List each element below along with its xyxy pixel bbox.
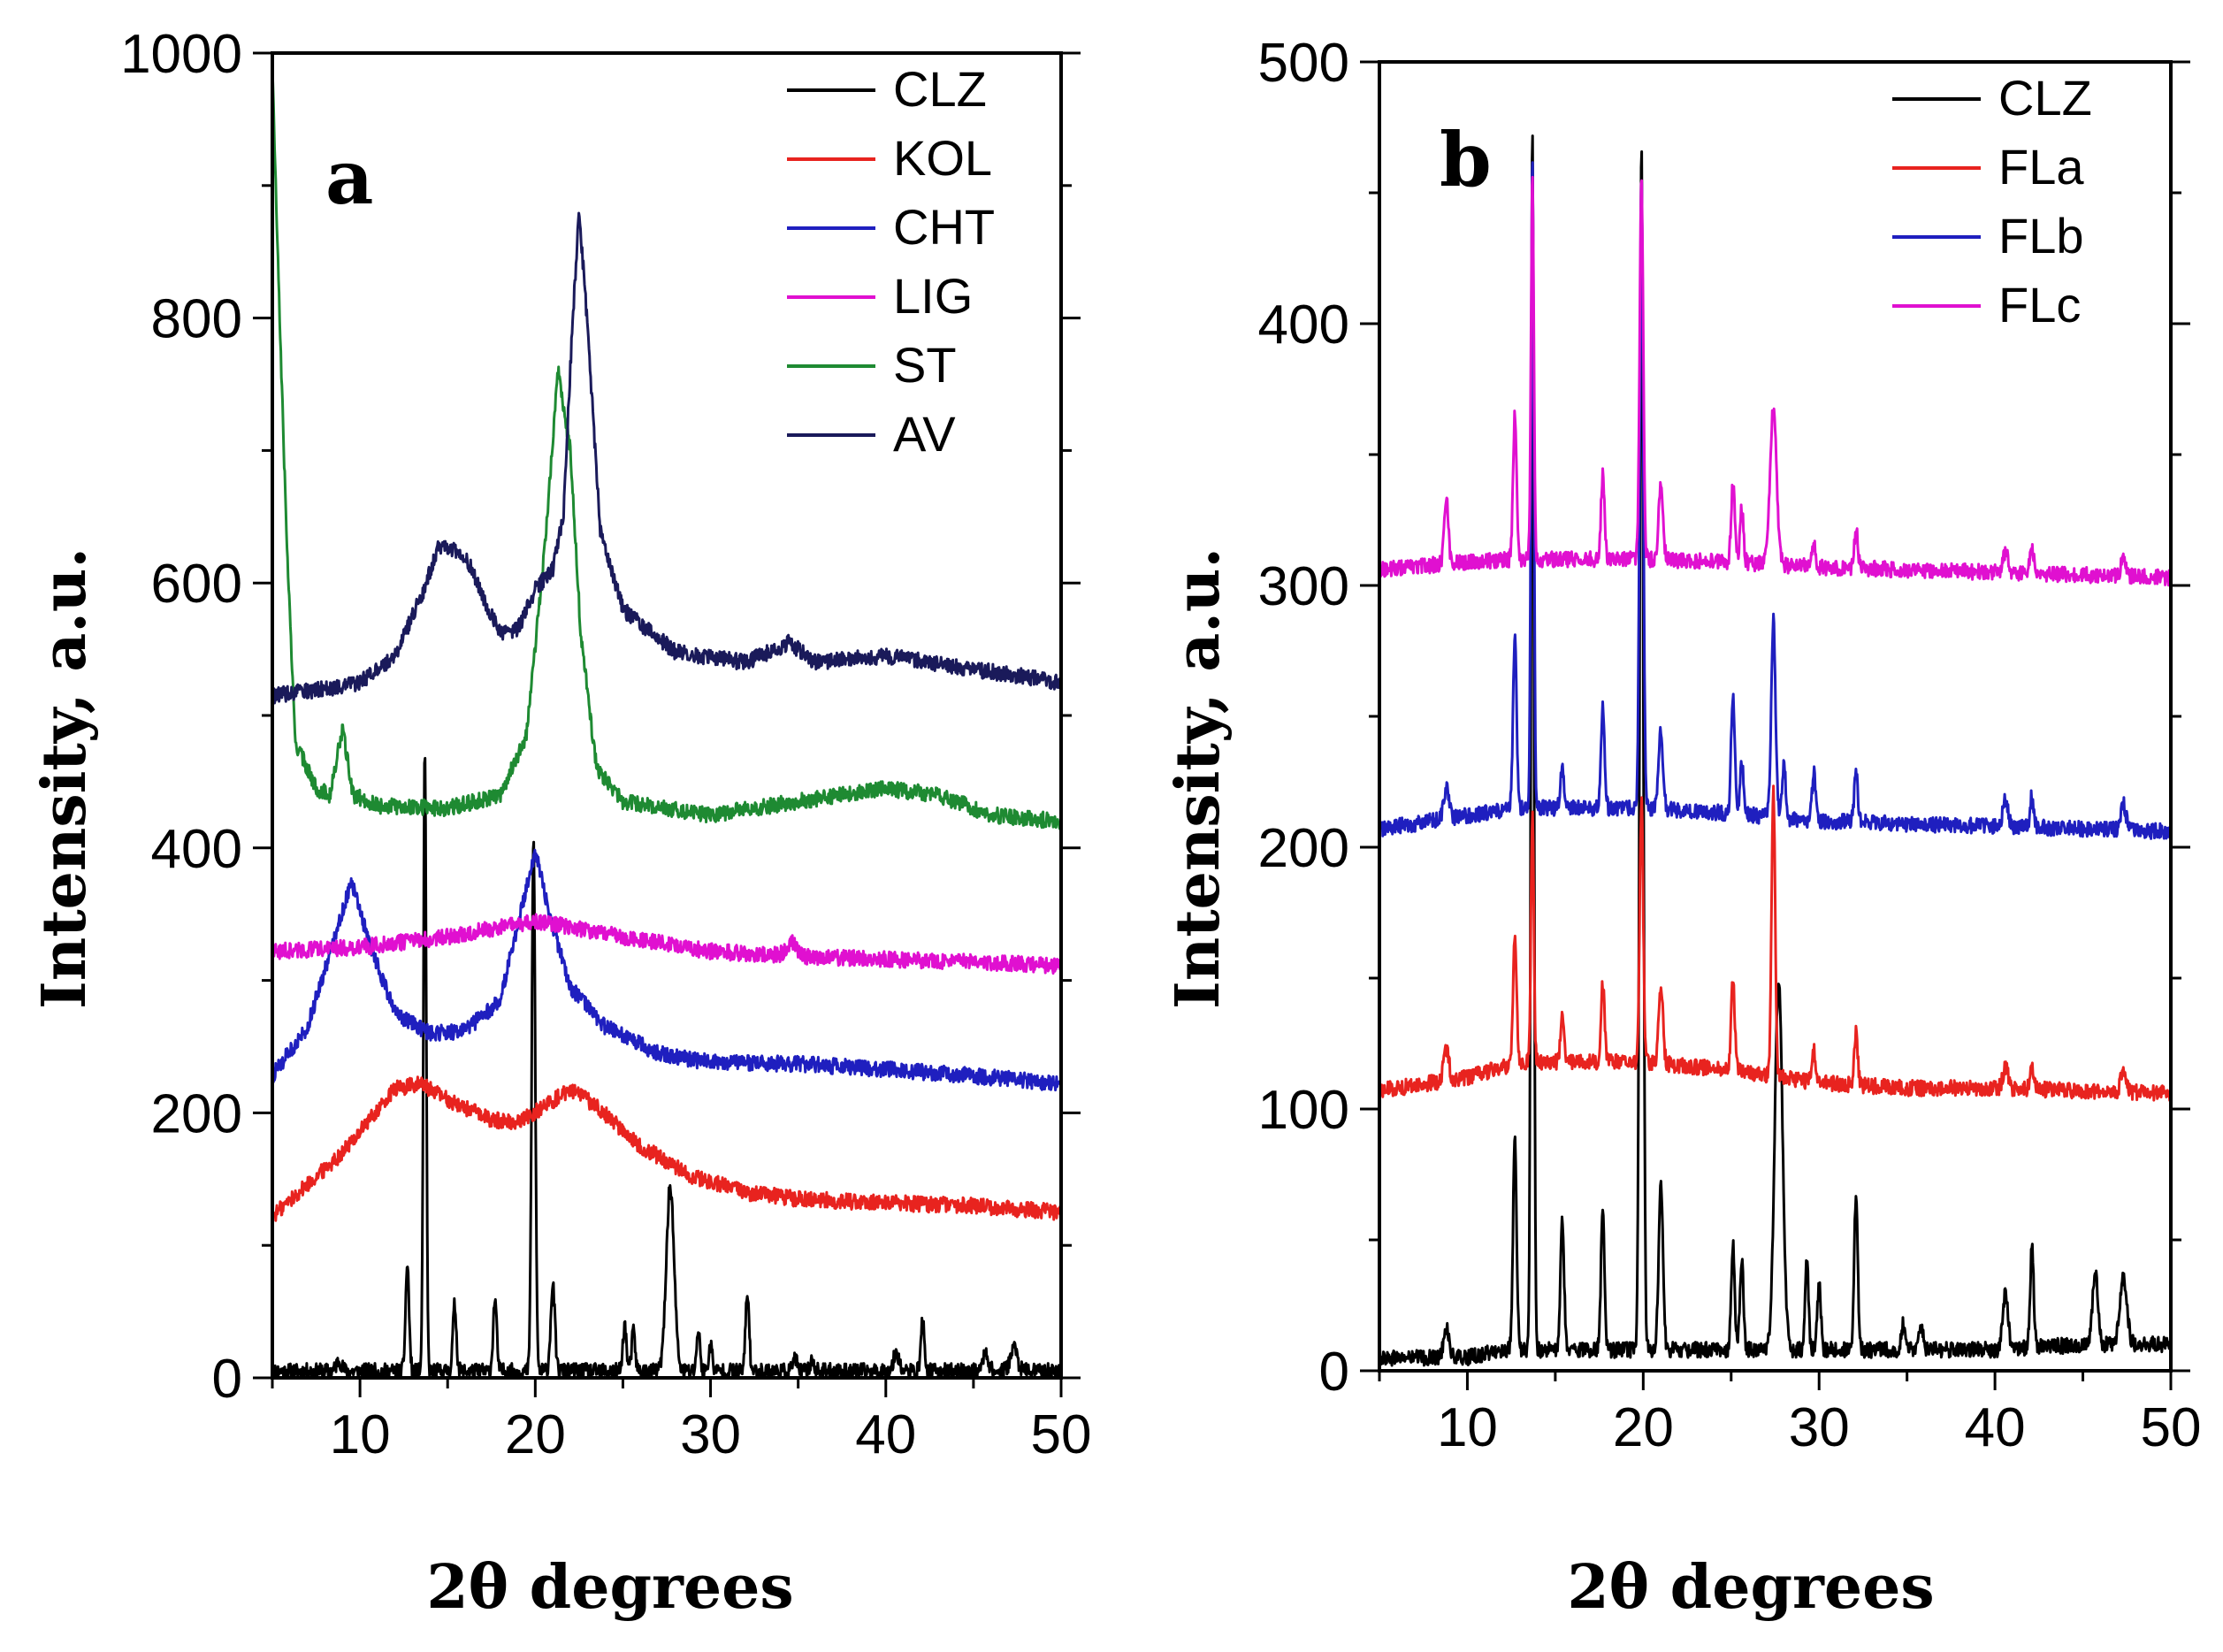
x-tick-label: 10 <box>1437 1397 1498 1458</box>
panel-a-ticks: 10 20 30 40 50 0 200 400 600 800 1000 <box>120 24 1091 1465</box>
y-tick-label: 0 <box>1319 1342 1349 1403</box>
x-tick-label: 40 <box>1965 1397 2026 1458</box>
x-tick-label: 30 <box>680 1404 741 1465</box>
y-tick-label: 1000 <box>120 24 242 85</box>
panel-b-y-axis-title: Intensity, a.u. <box>1163 547 1234 1009</box>
legend-label-kol: KOL <box>893 130 992 186</box>
legend-label-fla: FLa <box>1998 139 2084 195</box>
legend-label-cht: CHT <box>893 199 995 255</box>
panel-a-label: a <box>325 134 373 221</box>
panel-b-label: b <box>1440 116 1492 203</box>
x-tick-label: 20 <box>505 1404 566 1465</box>
y-tick-label: 500 <box>1258 33 1349 94</box>
y-tick-label: 0 <box>212 1349 242 1410</box>
x-tick-label: 50 <box>2141 1397 2202 1458</box>
series-line-kol <box>271 1075 1063 1222</box>
y-tick-label: 400 <box>1258 294 1349 356</box>
series-line-st <box>271 69 1063 830</box>
panel-a-y-axis-title: Intensity, a.u. <box>29 547 100 1009</box>
legend-label-st: ST <box>893 337 957 393</box>
x-tick-label: 20 <box>1613 1397 1674 1458</box>
y-tick-label: 100 <box>1258 1080 1349 1141</box>
series-line-flb <box>1378 161 2173 840</box>
series-line-fla <box>1378 784 2173 1102</box>
panel-a-x-axis-title: 2θ degrees <box>426 1552 793 1623</box>
panel-b-series <box>1378 134 2173 1367</box>
y-tick-label: 600 <box>151 554 242 615</box>
y-tick-label: 400 <box>151 819 242 880</box>
y-tick-label: 200 <box>1258 818 1349 879</box>
panel-a-series <box>271 69 1063 1380</box>
y-tick-label: 800 <box>151 289 242 350</box>
panel-b-x-axis-title: 2θ degrees <box>1567 1552 1934 1623</box>
y-tick-label: 300 <box>1258 556 1349 617</box>
panel-b-legend: CLZ FLa FLb FLc <box>1892 70 2092 333</box>
series-line-flc <box>1378 175 2173 587</box>
panel-a: 10 20 30 40 50 0 200 400 600 800 1000 a 2θ degrees… <box>29 24 1091 1623</box>
legend-label-clz: CLZ <box>1998 70 2092 126</box>
series-line-clz <box>271 756 1063 1380</box>
series-line-clz <box>1378 134 2173 1367</box>
x-tick-label: 10 <box>330 1404 391 1465</box>
legend-label-clz: CLZ <box>893 61 987 117</box>
legend-label-lig: LIG <box>893 268 973 324</box>
series-line-av <box>271 211 1063 705</box>
legend-label-flc: FLc <box>1998 277 2081 333</box>
panel-a-legend: CLZ KOL CHT LIG ST AV <box>787 61 995 462</box>
x-tick-label: 50 <box>1031 1404 1092 1465</box>
series-line-cht <box>271 848 1063 1092</box>
legend-label-av: AV <box>893 406 956 462</box>
x-tick-label: 30 <box>1789 1397 1850 1458</box>
series-line-lig <box>271 913 1063 975</box>
x-tick-label: 40 <box>855 1404 916 1465</box>
legend-label-flb: FLb <box>1998 208 2084 264</box>
y-tick-label: 200 <box>151 1083 242 1144</box>
